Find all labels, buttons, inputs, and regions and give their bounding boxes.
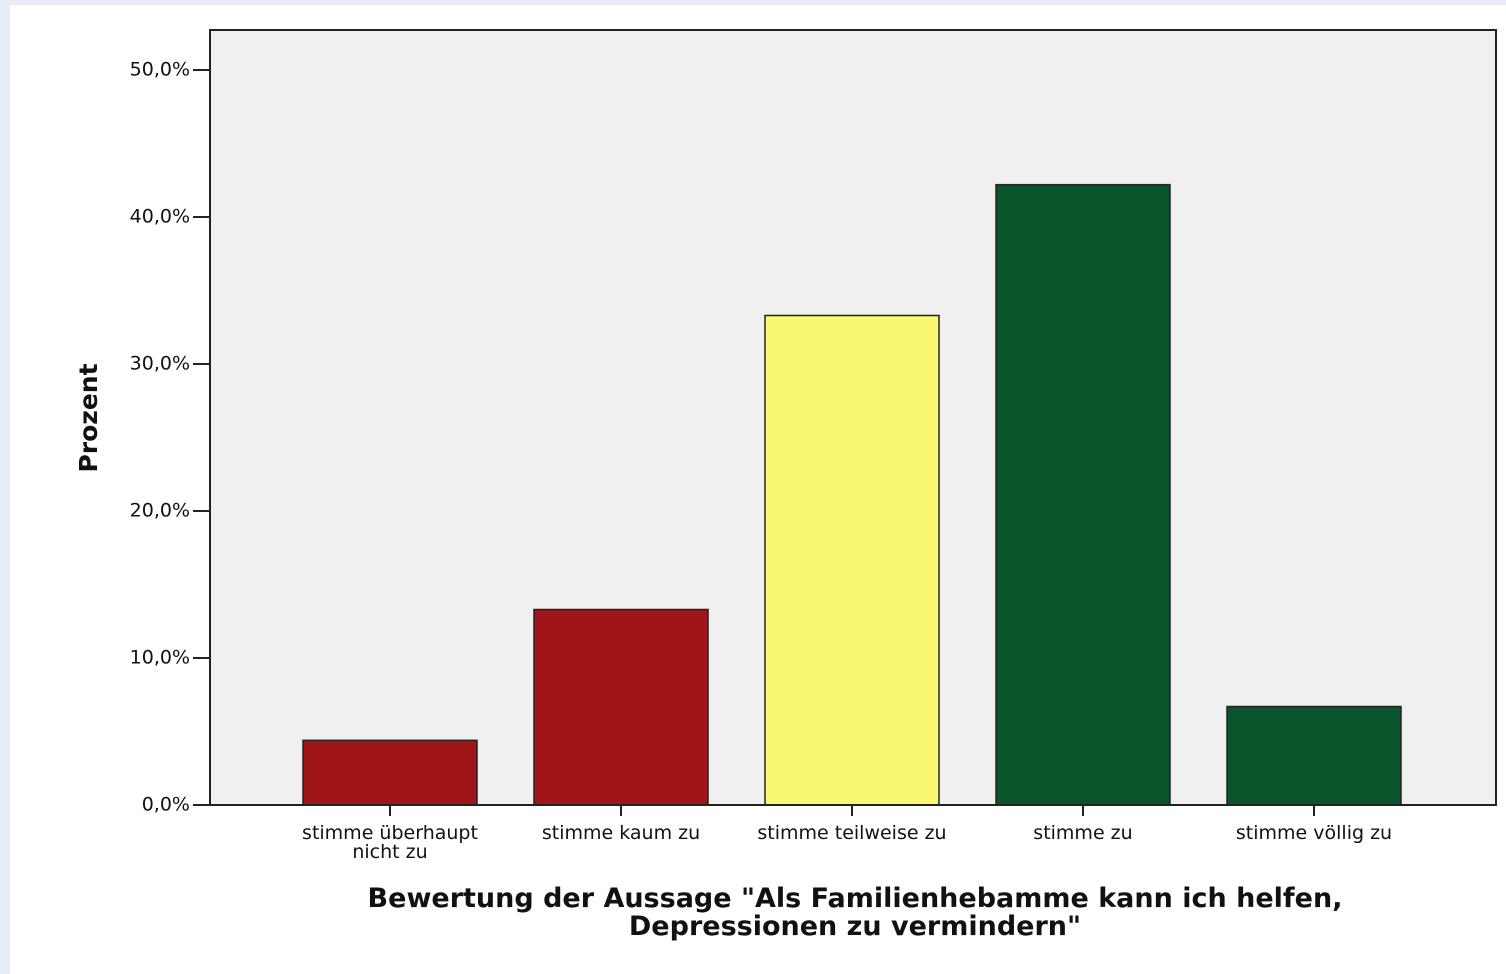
y-tick-label: 20,0% bbox=[130, 500, 190, 522]
bar bbox=[995, 183, 1171, 806]
x-tick-label: stimme völlig zu bbox=[1235, 822, 1393, 844]
x-axis-title: Bewertung der Aussage "Als Familienhebam… bbox=[367, 883, 1343, 943]
x-tick-label: stimme überhaupt nicht zu bbox=[302, 822, 478, 863]
bar bbox=[1226, 705, 1402, 806]
bar bbox=[302, 739, 478, 806]
chart: Prozent 0,0% 10,0% 20,0% 30,0% 40,0% 50,0% bbox=[74, 29, 1497, 816]
y-tick-label: 50,0% bbox=[130, 59, 190, 81]
bar bbox=[533, 608, 709, 806]
y-tick-label: 30,0% bbox=[130, 353, 190, 375]
x-tick-label: stimme kaum zu bbox=[541, 822, 701, 844]
y-axis-title: Prozent bbox=[74, 363, 103, 472]
chart-container: Prozent 0,0% 10,0% 20,0% 30,0% 40,0% 50,0% st… bbox=[10, 5, 1506, 974]
x-tick-label: stimme teilweise zu bbox=[757, 822, 947, 844]
x-tick-label: stimme zu bbox=[1033, 822, 1133, 844]
y-tick-label: 0,0% bbox=[142, 794, 190, 816]
bar bbox=[764, 314, 940, 806]
y-tick-label: 40,0% bbox=[130, 206, 190, 228]
plot-area bbox=[209, 29, 1497, 806]
y-tick-label: 10,0% bbox=[130, 647, 190, 669]
